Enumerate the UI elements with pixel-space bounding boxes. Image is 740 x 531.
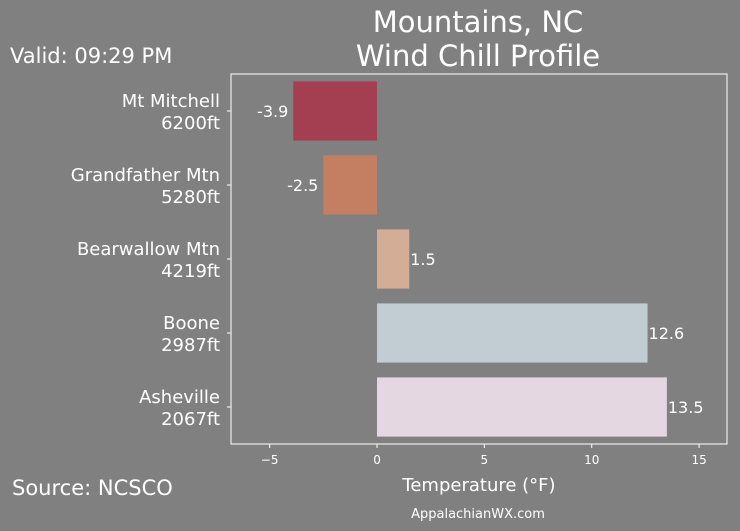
elevation-label-2: 4219ft: [161, 261, 220, 282]
valid-time: Valid: 09:29 PM: [10, 44, 172, 68]
bar-value-label-1: -2.5: [287, 176, 318, 195]
bar-value-label-4: 13.5: [668, 398, 704, 417]
elevation-label-1: 5280ft: [161, 187, 220, 208]
elevation-label-3: 2987ft: [161, 335, 220, 356]
chart-title-line2: Wind Chill Profile: [356, 39, 600, 73]
bar-0: [293, 81, 378, 141]
station-label-4: Asheville: [139, 387, 220, 408]
bars: -3.9 -2.5 1.5 12.6 13.5: [257, 81, 704, 437]
elevation-label-4: 2067ft: [161, 409, 220, 430]
bar-3: [377, 303, 648, 363]
x-tick-label-0: −5: [261, 453, 279, 467]
station-label-0: Mt Mitchell: [122, 91, 220, 112]
bar-1: [323, 155, 378, 215]
x-tick-label-3: 10: [584, 453, 599, 467]
credit-label: AppalachianWX.com: [411, 507, 545, 522]
elevation-label-0: 6200ft: [161, 113, 220, 134]
station-label-3: Boone: [163, 313, 220, 334]
bar-value-label-0: -3.9: [257, 102, 288, 121]
x-tick-label-4: 15: [691, 453, 706, 467]
x-axis-label: Temperature (°F): [401, 475, 555, 496]
source-label: Source: NCSCO: [12, 476, 173, 500]
bar-4: [377, 377, 667, 437]
x-axis: −5 0 5 10 15: [261, 444, 707, 467]
x-tick-label-1: 0: [373, 453, 381, 467]
bar-value-label-3: 12.6: [649, 324, 685, 343]
station-label-2: Bearwallow Mtn: [77, 239, 220, 260]
station-label-1: Grandfather Mtn: [71, 165, 220, 186]
chart-title-line1: Mountains, NC: [373, 5, 584, 39]
bar-2: [377, 229, 410, 289]
bar-value-label-2: 1.5: [410, 250, 435, 269]
x-tick-label-2: 5: [481, 453, 489, 467]
